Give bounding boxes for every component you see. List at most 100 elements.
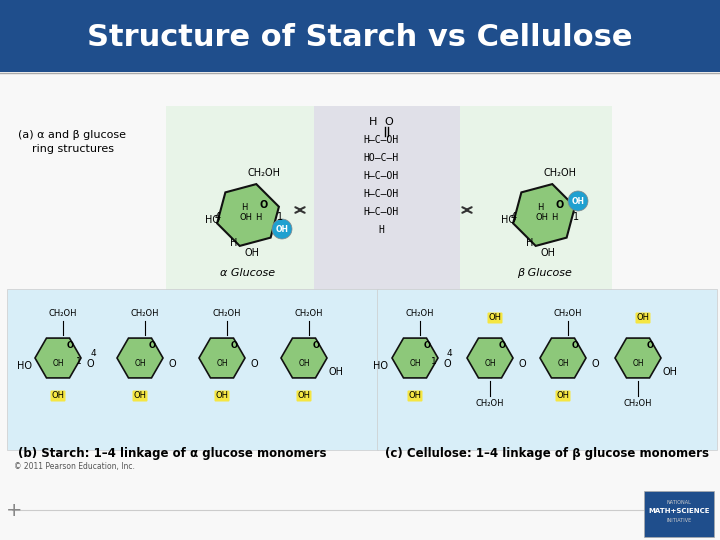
Text: © 2011 Pearson Education, Inc.: © 2011 Pearson Education, Inc. [14, 462, 135, 471]
Text: CH₂OH: CH₂OH [476, 400, 504, 408]
Text: MATH+SCIENCE: MATH+SCIENCE [648, 508, 710, 514]
FancyBboxPatch shape [303, 106, 462, 298]
Text: HO—C—H: HO—C—H [364, 153, 399, 163]
Polygon shape [513, 184, 575, 246]
Text: OH: OH [133, 392, 146, 401]
Text: OH: OH [134, 360, 146, 368]
Text: H: H [551, 213, 557, 222]
Text: 4: 4 [215, 212, 221, 222]
Polygon shape [392, 338, 438, 378]
Text: (b) Starch: 1–4 linkage of α glucose monomers: (b) Starch: 1–4 linkage of α glucose mon… [18, 447, 326, 460]
Text: OH: OH [409, 360, 420, 368]
Text: O: O [556, 200, 564, 210]
FancyBboxPatch shape [7, 289, 378, 450]
FancyBboxPatch shape [644, 491, 714, 537]
Circle shape [568, 191, 588, 211]
Text: CH₂OH: CH₂OH [294, 308, 323, 318]
Text: OH: OH [297, 392, 310, 401]
Text: CH₂OH: CH₂OH [544, 168, 577, 178]
Text: OH: OH [484, 360, 496, 368]
Polygon shape [35, 338, 81, 378]
Text: NATIONAL: NATIONAL [667, 500, 691, 504]
Text: O: O [86, 359, 94, 369]
Text: HO: HO [204, 215, 220, 225]
Text: H—C—OH: H—C—OH [364, 135, 399, 145]
Polygon shape [540, 338, 586, 378]
Text: (a) α and β glucose
    ring structures: (a) α and β glucose ring structures [18, 130, 126, 154]
Text: 1: 1 [76, 357, 82, 367]
Circle shape [272, 219, 292, 239]
Text: OH: OH [536, 213, 549, 221]
Text: 1: 1 [277, 212, 283, 222]
Text: H: H [537, 202, 543, 212]
Text: 4: 4 [90, 348, 96, 357]
Text: O: O [168, 359, 176, 369]
Text: CH₂OH: CH₂OH [554, 308, 582, 318]
Text: H: H [240, 202, 247, 212]
Text: 1: 1 [431, 357, 437, 367]
Polygon shape [199, 338, 245, 378]
Polygon shape [615, 338, 661, 378]
Text: O: O [250, 359, 258, 369]
Text: OH: OH [557, 392, 570, 401]
Text: α Glucose: α Glucose [220, 268, 276, 278]
Text: O: O [498, 341, 505, 350]
Text: O: O [230, 341, 238, 350]
Text: H: H [255, 213, 261, 222]
Text: INITIATIVE: INITIATIVE [667, 518, 692, 523]
Text: OH: OH [240, 213, 253, 221]
Polygon shape [281, 338, 327, 378]
Text: OH: OH [541, 248, 556, 258]
Text: OH: OH [488, 314, 502, 322]
Text: O: O [572, 341, 578, 350]
Text: OH: OH [216, 360, 228, 368]
Text: OH: OH [215, 392, 228, 401]
Text: O: O [148, 341, 156, 350]
Text: β Glucose: β Glucose [516, 268, 572, 278]
Text: CH₂OH: CH₂OH [49, 308, 77, 318]
Text: O: O [444, 359, 451, 369]
Text: CH₂OH: CH₂OH [406, 308, 434, 318]
Text: O: O [518, 359, 526, 369]
Text: HO: HO [17, 361, 32, 371]
Text: OH: OH [298, 360, 310, 368]
Text: Structure of Starch vs Cellulose: Structure of Starch vs Cellulose [87, 24, 633, 52]
Text: OH: OH [276, 225, 289, 233]
Text: O: O [312, 341, 320, 350]
Text: CH₂OH: CH₂OH [624, 400, 652, 408]
Polygon shape [217, 184, 279, 246]
Text: O: O [384, 117, 393, 127]
Text: H: H [378, 225, 384, 235]
Text: H: H [230, 238, 238, 248]
FancyBboxPatch shape [460, 106, 612, 298]
Text: CH₂OH: CH₂OH [248, 168, 281, 178]
Text: 4: 4 [446, 348, 452, 357]
Text: OH: OH [557, 360, 569, 368]
Text: H—C—OH: H—C—OH [364, 207, 399, 217]
Text: OH: OH [662, 367, 678, 377]
Text: O: O [591, 359, 599, 369]
Text: OH: OH [632, 360, 644, 368]
Text: H—C—OH: H—C—OH [364, 189, 399, 199]
Polygon shape [467, 338, 513, 378]
Text: OH: OH [636, 314, 649, 322]
Text: OH: OH [572, 197, 585, 206]
Text: CH₂OH: CH₂OH [131, 308, 159, 318]
Text: OH: OH [328, 367, 343, 377]
FancyBboxPatch shape [0, 0, 720, 72]
Text: H: H [526, 238, 534, 248]
Text: OH: OH [408, 392, 421, 401]
Text: OH: OH [52, 360, 64, 368]
Text: H: H [369, 117, 377, 127]
Text: +: + [6, 501, 22, 519]
Text: O: O [260, 200, 268, 210]
FancyBboxPatch shape [166, 106, 314, 298]
Polygon shape [117, 338, 163, 378]
FancyBboxPatch shape [377, 289, 717, 450]
Text: 4: 4 [511, 212, 517, 222]
Text: O: O [647, 341, 654, 350]
Text: HO: HO [374, 361, 389, 371]
Text: HO: HO [500, 215, 516, 225]
Text: CH₂OH: CH₂OH [212, 308, 241, 318]
Text: O: O [66, 341, 73, 350]
